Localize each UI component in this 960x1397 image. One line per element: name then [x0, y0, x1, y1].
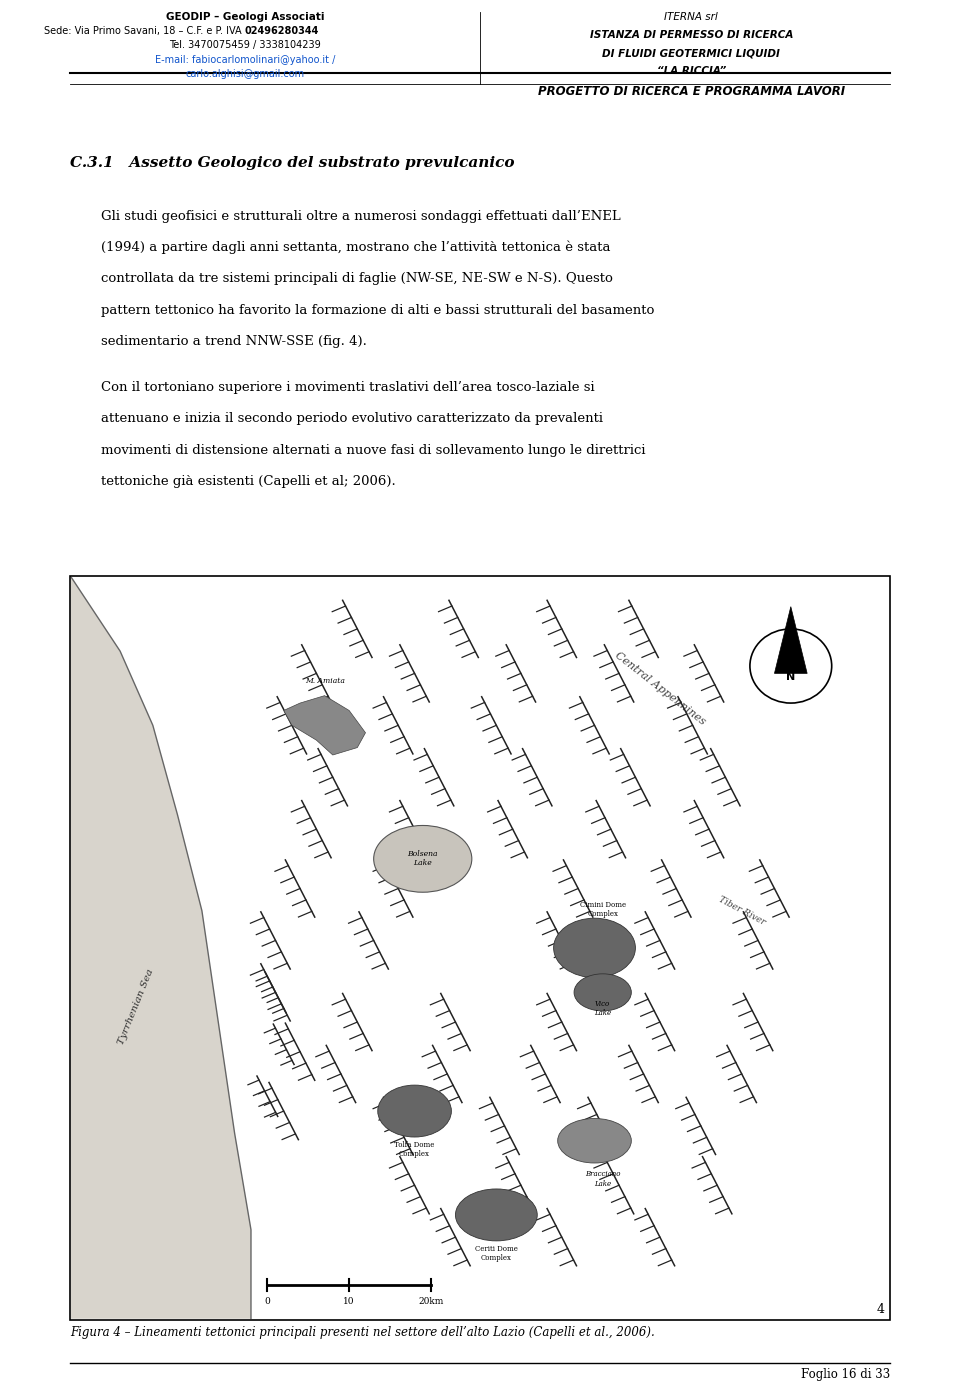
Text: E-mail: fabiocarlomolinari@yahoo.it /: E-mail: fabiocarlomolinari@yahoo.it / [155, 54, 335, 66]
Text: “LA RICCIA”: “LA RICCIA” [657, 67, 726, 77]
Text: Tel. 3470075459 / 3338104239: Tel. 3470075459 / 3338104239 [169, 39, 321, 50]
Text: Figura 4 – Lineamenti tettonici principali presenti nel settore dell’alto Lazio : Figura 4 – Lineamenti tettonici principa… [70, 1326, 655, 1338]
Bar [70, 576, 890, 1320]
Text: Sede: Via Primo Savani, 18 – C.F. e P. IVA: Sede: Via Primo Savani, 18 – C.F. e P. I… [44, 25, 245, 36]
Text: Tiber River: Tiber River [717, 894, 767, 926]
Text: 0: 0 [264, 1296, 270, 1306]
Text: DI FLUIDI GEOTERMICI LIQUIDI: DI FLUIDI GEOTERMICI LIQUIDI [602, 49, 780, 59]
Ellipse shape [378, 1085, 451, 1137]
Text: Foglio 16 di 33: Foglio 16 di 33 [801, 1368, 890, 1380]
Text: Tolfa Dome
Complex: Tolfa Dome Complex [395, 1141, 435, 1158]
Text: 4: 4 [877, 1303, 885, 1316]
Polygon shape [71, 577, 251, 1319]
Text: Vico
Lake: Vico Lake [594, 1000, 612, 1017]
Text: Tyrrhenian Sea: Tyrrhenian Sea [117, 968, 156, 1046]
Text: ISTANZA DI PERMESSO DI RICERCA: ISTANZA DI PERMESSO DI RICERCA [589, 29, 793, 41]
Text: 20km: 20km [419, 1296, 444, 1306]
Polygon shape [284, 696, 366, 754]
Text: GEODIP – Geologi Associati: GEODIP – Geologi Associati [165, 11, 324, 22]
Text: 02496280344: 02496280344 [245, 25, 319, 36]
Text: Con il tortoniano superiore i movimenti traslativi dell’area tosco-laziale si: Con il tortoniano superiore i movimenti … [101, 381, 594, 394]
Text: tettoniche già esistenti (Capelli et al; 2006).: tettoniche già esistenti (Capelli et al;… [101, 475, 396, 488]
Text: Gli studi geofisici e strutturali oltre a numerosi sondaggi effettuati dall’ENEL: Gli studi geofisici e strutturali oltre … [101, 210, 620, 222]
Text: Ceriti Dome
Complex: Ceriti Dome Complex [475, 1245, 517, 1261]
Text: ITERNA srl: ITERNA srl [664, 11, 718, 22]
Ellipse shape [373, 826, 471, 893]
Text: carlo.alghisi@gmail.com: carlo.alghisi@gmail.com [185, 68, 304, 80]
Text: attenuano e inizia il secondo periodo evolutivo caratterizzato da prevalenti: attenuano e inizia il secondo periodo ev… [101, 412, 603, 425]
Text: movimenti di distensione alternati a nuove fasi di sollevamento lungo le direttr: movimenti di distensione alternati a nuo… [101, 444, 645, 457]
Text: sedimentario a trend NNW-SSE (fig. 4).: sedimentario a trend NNW-SSE (fig. 4). [101, 335, 367, 348]
Text: pattern tettonico ha favorito la formazione di alti e bassi strutturali del basa: pattern tettonico ha favorito la formazi… [101, 305, 654, 317]
Text: N: N [786, 672, 796, 682]
Text: M. Amiata: M. Amiata [304, 676, 345, 685]
Text: PROGETTO DI RICERCA E PROGRAMMA LAVORI: PROGETTO DI RICERCA E PROGRAMMA LAVORI [538, 84, 845, 98]
Polygon shape [775, 606, 807, 673]
Text: Bracciano
Lake: Bracciano Lake [585, 1171, 620, 1187]
Text: C.3.1   Assetto Geologico del substrato prevulcanico: C.3.1 Assetto Geologico del substrato pr… [70, 156, 515, 170]
Text: 10: 10 [344, 1296, 355, 1306]
Text: Central Appennines: Central Appennines [612, 650, 708, 726]
Ellipse shape [558, 1119, 632, 1162]
Ellipse shape [554, 918, 636, 978]
Text: Bolsena
Lake: Bolsena Lake [407, 851, 438, 868]
Text: (1994) a partire dagli anni settanta, mostrano che l’attività tettonica è stata: (1994) a partire dagli anni settanta, mo… [101, 242, 611, 254]
Ellipse shape [455, 1189, 538, 1241]
Ellipse shape [574, 974, 632, 1011]
Text: Cimini Dome
Complex: Cimini Dome Complex [580, 901, 626, 918]
Text: controllata da tre sistemi principali di faglie (NW-SE, NE-SW e N-S). Questo: controllata da tre sistemi principali di… [101, 272, 612, 285]
